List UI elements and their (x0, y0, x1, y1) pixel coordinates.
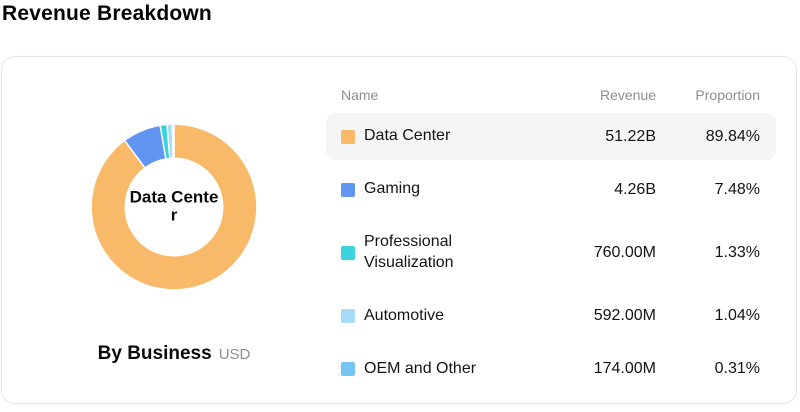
cell-proportion: 1.33% (714, 243, 760, 261)
donut-chart[interactable]: Data Center (82, 115, 266, 299)
table-row[interactable]: Automotive 592.00M 1.04% (326, 293, 776, 340)
legend-swatch-icon (341, 182, 355, 197)
cell-name: Data Center (364, 127, 451, 145)
chart-caption-unit: USD (218, 346, 251, 363)
donut-svg (90, 123, 258, 291)
cell-proportion: 1.04% (714, 307, 760, 325)
table-row[interactable]: OEM and Other 174.00M 0.31% (326, 346, 776, 393)
cell-proportion: 7.48% (714, 180, 760, 198)
cell-name: Professional Visualization (364, 233, 454, 271)
cell-revenue: 51.22B (605, 127, 656, 145)
breakdown-table: Name Revenue Proportion Data Center 51.22… (326, 87, 776, 399)
table-row[interactable]: Professional Visualization 760.00M 1.33% (326, 219, 776, 287)
legend-swatch-icon (341, 309, 355, 324)
table-header-row: Name Revenue Proportion (326, 87, 776, 103)
cell-name: Gaming (364, 180, 421, 198)
cell-name: OEM and Other (364, 359, 477, 377)
cell-revenue: 174.00M (593, 360, 656, 378)
cell-name: Automotive (364, 306, 445, 324)
cell-revenue: 592.00M (593, 307, 656, 325)
donut-slice[interactable] (90, 123, 258, 291)
legend-swatch-icon (341, 245, 355, 260)
table-row[interactable]: Data Center 51.22B 89.84% (326, 113, 776, 160)
legend-swatch-icon (341, 129, 355, 144)
cell-revenue: 4.26B (614, 180, 656, 198)
chart-caption-title: By Business (97, 343, 212, 364)
column-header-proportion: Proportion (695, 87, 760, 103)
revenue-breakdown-card: Data Center By Business USD Name Revenue … (1, 56, 797, 404)
chart-caption: By Business USD (2, 343, 346, 365)
table-body: Data Center 51.22B 89.84% Gaming 4.26B 7.48% P… (326, 113, 776, 393)
legend-swatch-icon (341, 362, 355, 377)
cell-proportion: 0.31% (714, 360, 760, 378)
column-header-name: Name (341, 87, 379, 103)
table-row[interactable]: Gaming 4.26B 7.48% (326, 166, 776, 213)
cell-revenue: 760.00M (593, 243, 656, 261)
donut-slice[interactable] (171, 123, 175, 159)
page-title: Revenue Breakdown (2, 2, 212, 25)
cell-proportion: 89.84% (705, 127, 760, 145)
column-header-revenue: Revenue (599, 87, 656, 103)
